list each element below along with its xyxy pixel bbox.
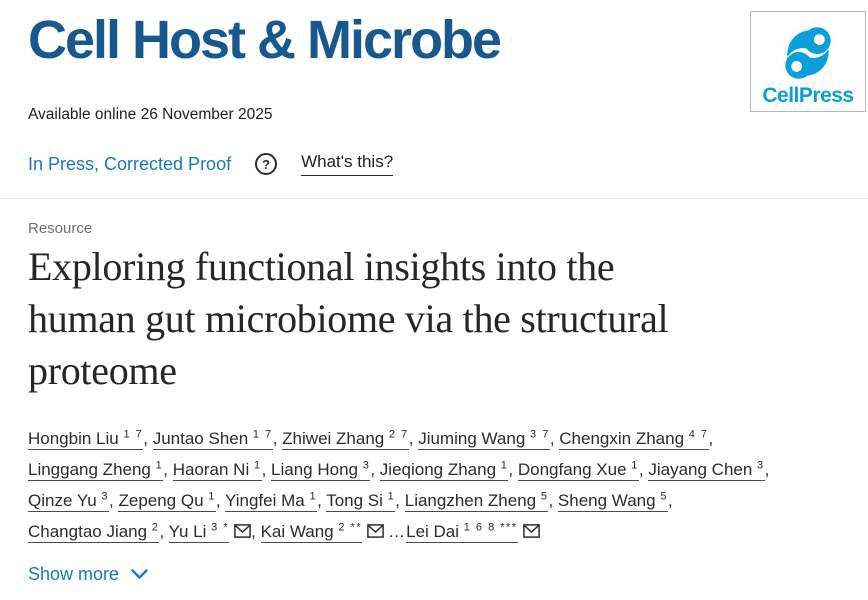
email-envelope-icon[interactable]	[367, 516, 384, 547]
author-link[interactable]: Lei Dai 1 6 8 ***	[406, 521, 518, 543]
author-link[interactable]: Sheng Wang 5	[557, 490, 668, 512]
author-link[interactable]: Haoran Ni 1	[172, 459, 262, 481]
author-link[interactable]: Kai Wang 2 **	[260, 521, 363, 543]
author-link[interactable]: Chengxin Zhang 4 7	[559, 428, 709, 450]
status-row: In Press, Corrected Proof ? What's this?	[28, 152, 848, 176]
author-link[interactable]: Linggang Zheng 1	[28, 459, 164, 481]
chevron-down-icon	[131, 569, 148, 579]
article-page: Cell Host & Microbe CellPress Available …	[0, 10, 868, 585]
help-question-icon[interactable]: ?	[255, 153, 278, 175]
content-type-label: Resource	[28, 220, 93, 237]
whats-this-link[interactable]: What's this?	[301, 152, 394, 176]
journal-title-link[interactable]: Cell Host & Microbe	[28, 10, 502, 70]
author-link[interactable]: Tong Si 1	[326, 490, 396, 512]
article-title-line: proteome	[28, 348, 177, 393]
author-link[interactable]: Yingfei Ma 1	[225, 490, 318, 512]
author-link[interactable]: Jiuming Wang 3 7	[418, 428, 550, 450]
cellpress-logo-text: CellPress	[762, 84, 854, 107]
author-link[interactable]: Liang Hong 3	[271, 459, 371, 481]
email-envelope-icon[interactable]	[522, 516, 540, 547]
available-online-date: Available online 26 November 2025	[28, 106, 273, 123]
show-more-button[interactable]: Show more	[28, 564, 148, 585]
article-title: Exploring functional insights into the h…	[28, 241, 848, 397]
author-link[interactable]: Jiayang Chen 3	[648, 459, 765, 481]
truncation-ellipsis: …	[388, 522, 407, 541]
in-press-status-link[interactable]: In Press, Corrected Proof	[28, 153, 232, 174]
author-link[interactable]: Hongbin Liu 1 7	[28, 428, 144, 450]
author-link[interactable]: Changtao Jiang 2	[28, 521, 160, 543]
author-link[interactable]: Juntao Shen 1 7	[152, 428, 273, 450]
section-divider	[0, 198, 868, 199]
author-link[interactable]: Dongfang Xue 1	[517, 459, 639, 481]
author-row: Qinze Yu 3, Zepeng Qu 1, Yingfei Ma 1, T…	[28, 490, 673, 512]
author-link[interactable]: Zhiwei Zhang 2 7	[282, 428, 409, 450]
author-row: Hongbin Liu 1 7, Juntao Shen 1 7, Zhiwei…	[28, 428, 714, 450]
article-title-line: human gut microbiome via the structural	[28, 296, 669, 341]
author-link[interactable]: Jieqiong Zhang 1	[379, 459, 509, 481]
cellpress-logo[interactable]: CellPress	[750, 11, 866, 112]
author-list: Hongbin Liu 1 7, Juntao Shen 1 7, Zhiwei…	[28, 423, 848, 547]
author-row: Linggang Zheng 1, Haoran Ni 1, Liang Hon…	[28, 459, 770, 481]
cellpress-mark-icon	[785, 27, 831, 79]
email-envelope-icon[interactable]	[234, 516, 251, 547]
show-more-label: Show more	[28, 564, 120, 584]
author-link[interactable]: Liangzhen Zheng 5	[404, 490, 549, 512]
author-link[interactable]: Yu Li 3 *	[168, 521, 230, 543]
author-link[interactable]: Zepeng Qu 1	[118, 490, 216, 512]
article-title-line: Exploring functional insights into the	[28, 244, 615, 289]
author-link[interactable]: Qinze Yu 3	[28, 490, 110, 512]
author-row: Changtao Jiang 2, Yu Li 3 *, Kai Wang 2 …	[28, 516, 848, 547]
